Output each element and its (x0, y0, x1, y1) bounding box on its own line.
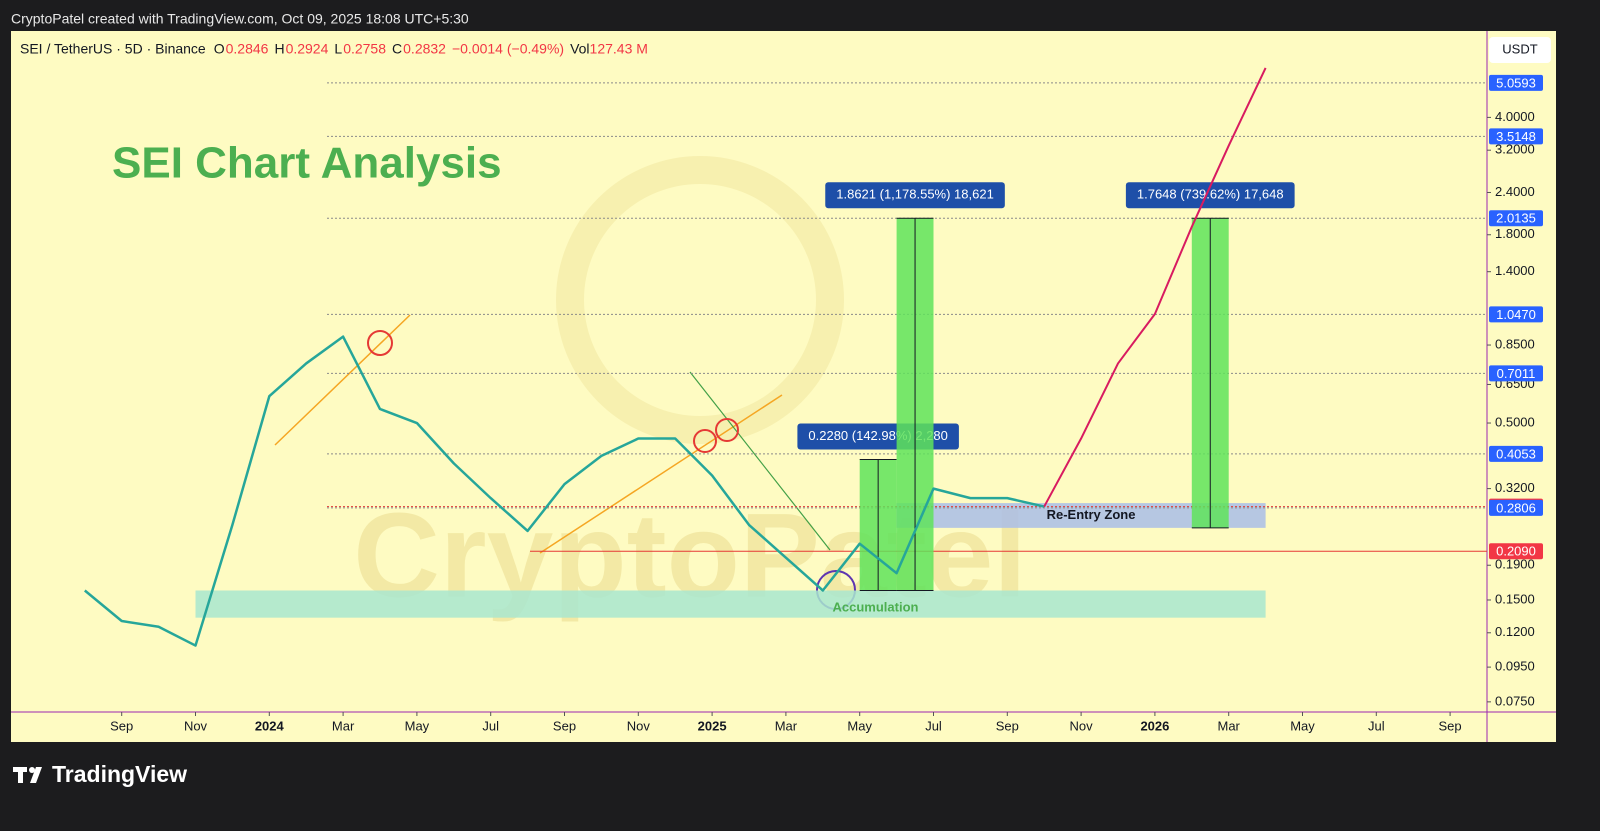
level-badge (1489, 306, 1543, 323)
zone-label: Accumulation (833, 600, 919, 615)
tradingview-logo (13, 767, 42, 783)
legend-text: 0.2846 (226, 41, 269, 57)
legend-text: 0.2758 (343, 41, 386, 57)
y-tick-label: 0.0750 (1495, 693, 1535, 708)
measure-label-box (825, 182, 1005, 209)
level-badge (1489, 543, 1543, 560)
level-label: 0.4053 (1496, 446, 1536, 461)
measure-label: 1.8621 (1,178.55%) 18,621 (836, 187, 994, 202)
x-tick-label: 2025 (698, 718, 727, 733)
level-label: 0.7011 (1497, 366, 1536, 381)
x-tick-label: Jul (482, 718, 499, 733)
price-line (84, 335, 1045, 647)
y-tick-label: 0.5000 (1495, 414, 1535, 429)
y-tick-label: 0.3200 (1495, 480, 1535, 495)
currency: USDT (1502, 41, 1537, 56)
level-badge (1489, 499, 1543, 516)
marker-circle (367, 330, 393, 356)
x-tick-label: May (1290, 718, 1315, 733)
zone-label: Re-Entry Zone (1047, 507, 1136, 522)
chart-area (11, 31, 1556, 742)
trendline (689, 371, 831, 551)
x-tick-label: Mar (332, 718, 355, 733)
level-label: 5.0593 (1496, 75, 1536, 90)
x-tick-label: Jul (925, 718, 942, 733)
x-tick-label: 2026 (1140, 718, 1169, 733)
legend: SEI / TetherUS · 5D · Binance O 0.2846 H 0.2… (20, 41, 648, 57)
trendline (274, 314, 411, 446)
legend-text: 0.2832 (403, 41, 446, 57)
y-tick-label: 2.4000 (1495, 184, 1535, 199)
y-tick-label: 1.8000 (1495, 226, 1535, 241)
x-tick-label: Sep (1439, 718, 1462, 733)
legend-text: Vol (570, 41, 589, 57)
chart-title: SEI Chart Analysis (112, 139, 502, 188)
level-badge (1489, 365, 1543, 382)
marker-circle (693, 429, 717, 453)
y-tick-label: 0.1200 (1495, 624, 1535, 639)
currency-box (1489, 37, 1551, 63)
legend-text: C (392, 41, 402, 57)
y-tick-label: 4.0000 (1495, 109, 1535, 124)
x-tick-label: Mar (775, 718, 798, 733)
y-tick-label: 0.0950 (1495, 659, 1535, 674)
level-label: 0.2090 (1496, 544, 1536, 559)
zone (195, 590, 1266, 618)
y-tick-label: 0.1900 (1495, 557, 1535, 572)
y-tick-label: 0.1500 (1495, 591, 1535, 606)
level-badge (1489, 210, 1543, 227)
legend-text: SEI / TetherUS · 5D · Binance (20, 41, 206, 57)
x-tick-label: Sep (553, 718, 576, 733)
y-tick-label: 0.8500 (1495, 336, 1535, 351)
trendline (539, 394, 783, 554)
watermark-logo (556, 156, 844, 444)
brand: TradingView (52, 761, 187, 787)
x-tick-label: May (847, 718, 872, 733)
level-label: 0.2806 (1496, 500, 1536, 515)
measure-label-box (1125, 182, 1295, 209)
x-tick-label: Nov (184, 718, 208, 733)
x-tick-label: Mar (1218, 718, 1241, 733)
x-tick-label: Sep (110, 718, 133, 733)
x-tick-label: Sep (996, 718, 1019, 733)
y-tick-label: 3.2000 (1495, 142, 1535, 157)
level-label: 2.0135 (1496, 211, 1536, 226)
header-credit: CryptoPatel created with TradingView.com… (11, 11, 469, 27)
legend-text: −0.0014 (−0.49%) (452, 41, 564, 57)
level-label: 3.5148 (1496, 129, 1536, 144)
price-line (1043, 67, 1267, 508)
legend-text: 0.2924 (286, 41, 329, 57)
legend-text: 127.43 M (590, 41, 648, 57)
legend-text: L (334, 41, 342, 57)
marker-circle (715, 418, 739, 442)
x-tick-label: Nov (1070, 718, 1094, 733)
legend-text: H (274, 41, 284, 57)
x-tick-label: May (405, 718, 430, 733)
legend-text: O (214, 41, 225, 57)
measure-label: 1.7648 (739.62%) 17,648 (1137, 187, 1284, 202)
x-tick-label: Nov (627, 718, 651, 733)
y-tick-label: 1.4000 (1495, 263, 1535, 278)
x-tick-label: 2024 (255, 718, 285, 733)
level-badge (1489, 128, 1543, 145)
level-badge (1489, 445, 1543, 462)
x-tick-label: Jul (1368, 718, 1385, 733)
level-label: 1.0470 (1496, 307, 1536, 322)
level-badge (1489, 74, 1543, 91)
